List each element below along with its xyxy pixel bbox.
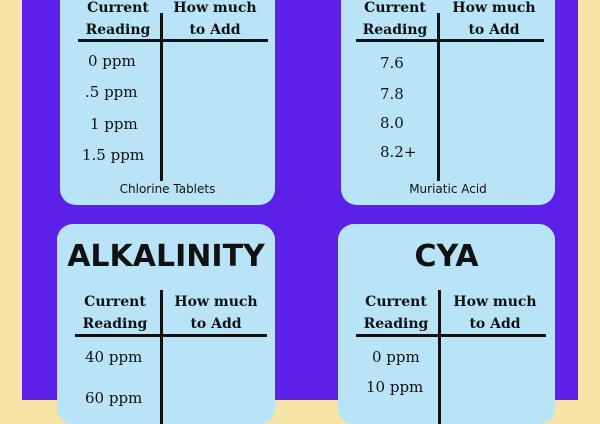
ph-card: Current Reading How much to Add 7.6 7.8 … — [341, 0, 555, 205]
reading-value: 60 ppm — [85, 389, 143, 407]
table-column-rule — [437, 13, 440, 181]
reading-value: .5 ppm — [85, 83, 138, 101]
reading-value: 0 ppm — [88, 52, 136, 70]
table-column-rule — [160, 13, 163, 181]
current-reading-header: Current Reading — [363, 294, 429, 332]
chlorine-card: Current Reading How much to Add 0 ppm .5… — [60, 0, 275, 205]
how-much-header: How much to Add — [174, 294, 258, 332]
card-title: ALKALINITY — [57, 234, 275, 280]
reading-value: 8.0 — [380, 114, 404, 132]
table-column-rule — [438, 290, 441, 424]
table-header-rule — [75, 334, 267, 337]
reading-value: 8.2+ — [380, 143, 417, 161]
current-reading-header: Current Reading — [362, 0, 428, 38]
reading-value: 7.8 — [380, 85, 404, 103]
card-title: CYA — [338, 234, 555, 280]
table-header-rule — [356, 39, 544, 42]
reading-value: 0 ppm — [372, 348, 420, 366]
current-reading-header: Current Reading — [82, 294, 148, 332]
how-much-header: How much to Add — [453, 294, 537, 332]
table-column-rule — [160, 290, 163, 424]
reading-value: 1.5 ppm — [82, 146, 145, 164]
reading-value: 10 ppm — [366, 378, 424, 396]
how-much-header: How much to Add — [173, 0, 257, 38]
product-caption: Chlorine Tablets — [119, 182, 216, 196]
table-header-rule — [356, 334, 546, 337]
cya-card: CYA Current Reading How much to Add 0 pp… — [338, 224, 555, 424]
alkalinity-card: ALKALINITY Current Reading How much to A… — [57, 224, 275, 424]
reading-value: 40 ppm — [85, 348, 143, 366]
how-much-header: How much to Add — [452, 0, 536, 38]
reading-value: 1 ppm — [90, 115, 138, 133]
reading-value: 7.6 — [380, 54, 404, 72]
product-caption: Muriatic Acid — [409, 182, 487, 196]
current-reading-header: Current Reading — [85, 0, 151, 38]
table-header-rule — [78, 39, 268, 42]
